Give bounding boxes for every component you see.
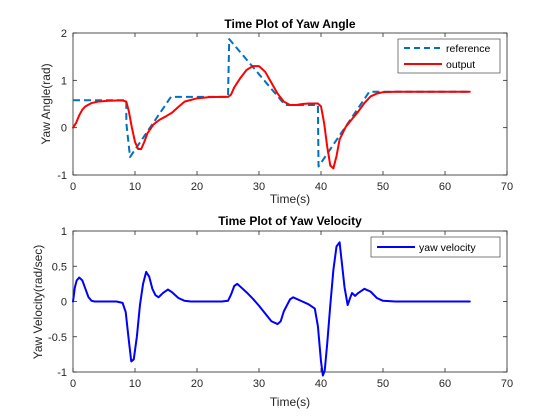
yaw-angle-xtick-label-2: 20 bbox=[191, 181, 203, 193]
yaw-velocity-xtick-label-0: 0 bbox=[70, 378, 76, 390]
yaw-velocity-ylabel: Yaw Velocity(rad/sec) bbox=[31, 245, 45, 360]
yaw-angle-ytick-label-0: -1 bbox=[57, 170, 67, 182]
yaw-velocity-xtick-label-5: 50 bbox=[377, 378, 389, 390]
yaw-angle-ytick-label-3: 2 bbox=[61, 28, 67, 40]
yaw-angle-legend: reference output bbox=[397, 38, 501, 74]
yaw-velocity-ticks: 0 10 20 30 40 50 60 70 -1 -0.5 0 0.5 1 bbox=[48, 226, 513, 390]
yaw-angle-series bbox=[72, 38, 471, 170]
yaw-angle-xlabel: Time(s) bbox=[270, 192, 310, 206]
yaw-velocity-ytick-label-2: 0 bbox=[61, 297, 67, 309]
yaw-velocity-ytick-label-0: -1 bbox=[57, 367, 67, 379]
yaw-velocity-xtick-label-6: 60 bbox=[439, 378, 451, 390]
yaw-velocity-series bbox=[72, 241, 471, 377]
yaw-angle-xtick-label-1: 10 bbox=[129, 181, 141, 193]
legend-reference-label: reference bbox=[446, 43, 491, 55]
yaw-angle-xtick-label-4: 40 bbox=[315, 181, 327, 193]
yaw-angle-plot: Time Plot of Yaw Angle Time(s) Yaw Angle… bbox=[39, 17, 513, 206]
yaw-angle-ytick-label-2: 1 bbox=[61, 75, 67, 87]
yaw-angle-xtick-label-7: 70 bbox=[501, 181, 513, 193]
yaw-angle-series-output-line bbox=[72, 65, 471, 170]
yaw-angle-ylabel: Yaw Angle(rad) bbox=[39, 63, 53, 144]
yaw-velocity-xtick-label-1: 10 bbox=[129, 378, 141, 390]
yaw-velocity-ytick-label-4: 1 bbox=[61, 226, 67, 238]
yaw-velocity-xtick-label-7: 70 bbox=[501, 378, 513, 390]
yaw-velocity-legend: yaw velocity bbox=[370, 236, 501, 258]
yaw-angle-ytick-label-1: 0 bbox=[61, 123, 67, 135]
yaw-angle-title: Time Plot of Yaw Angle bbox=[224, 17, 355, 31]
yaw-angle-xtick-label-3: 30 bbox=[253, 181, 265, 193]
yaw-angle-xtick-label-0: 0 bbox=[70, 181, 76, 193]
legend-yaw-velocity-label: yaw velocity bbox=[419, 242, 476, 254]
yaw-angle-legend-box bbox=[397, 38, 501, 74]
yaw-velocity-legend-box bbox=[370, 236, 501, 258]
yaw-velocity-series-yaw-velocity-line bbox=[72, 241, 471, 377]
legend-output-label: output bbox=[446, 59, 475, 71]
yaw-velocity-xtick-label-2: 20 bbox=[191, 378, 203, 390]
yaw-velocity-xlabel: Time(s) bbox=[270, 395, 310, 409]
yaw-angle-series-reference-line bbox=[73, 38, 470, 168]
yaw-velocity-ytick-label-3: 0.5 bbox=[52, 261, 67, 273]
yaw-velocity-title: Time Plot of Yaw Velocity bbox=[218, 214, 362, 228]
yaw-velocity-plot: Time Plot of Yaw Velocity Time(s) Yaw Ve… bbox=[31, 214, 513, 409]
yaw-angle-xtick-label-6: 60 bbox=[439, 181, 451, 193]
yaw-velocity-ytick-label-1: -0.5 bbox=[48, 332, 67, 344]
yaw-velocity-xtick-label-3: 30 bbox=[253, 378, 265, 390]
yaw-velocity-xtick-label-4: 40 bbox=[315, 378, 327, 390]
yaw-angle-xtick-label-5: 50 bbox=[377, 181, 389, 193]
